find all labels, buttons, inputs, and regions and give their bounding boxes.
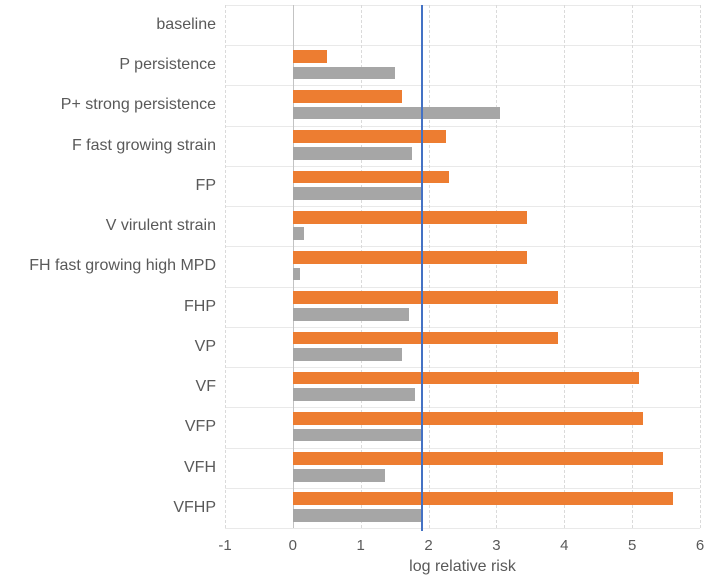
x-tick-label: 1 [356,537,365,554]
reference-line [420,5,423,531]
category-label: V virulent strain [105,217,216,235]
gray-bar [293,509,423,522]
orange-bar [293,210,528,224]
grid-horizontal-line [225,407,700,409]
zero-axis-line [292,5,294,528]
orange-bar [293,371,640,385]
grid-horizontal-line [225,286,700,288]
grid-horizontal-line [225,206,700,208]
gray-bar [293,348,402,361]
orange-bar [293,251,528,264]
gray-bar [293,428,423,442]
category-label: FHP [184,297,216,315]
grid-horizontal-line [225,326,700,328]
gray-bar [293,106,501,120]
x-tick-label: 0 [288,537,298,554]
x-tick-label: 6 [695,537,705,554]
grid-horizontal-line [225,528,700,529]
orange-bar [293,291,558,304]
category-label: VF [195,378,216,396]
grid-vertical-line [496,5,498,528]
category-label: FH fast growing high MPD [29,257,216,275]
orange-bar [293,492,674,506]
grid-vertical-line [700,5,701,528]
x-tick-label: 2 [424,537,433,554]
x-tick-label: 3 [492,537,501,554]
category-label: P+ strong persistence [60,96,216,114]
category-label: FP [195,176,216,194]
orange-bar [293,331,558,345]
grid-horizontal-line [225,246,700,248]
orange-bar [293,90,402,103]
x-tick-label: 5 [627,537,637,554]
orange-bar [293,412,643,425]
grid-horizontal-line [225,447,700,449]
category-label: baseline [156,16,216,33]
orange-bar [293,170,450,184]
grid-horizontal-line [225,5,700,6]
grid-vertical-line [632,5,634,528]
gray-bar [293,468,385,482]
plot-area [225,5,701,531]
x-tick-label: 4 [560,537,569,554]
gray-bar [293,66,396,80]
category-label: VFH [184,458,216,476]
grid-horizontal-line [225,125,700,127]
gray-bar [293,187,423,200]
grid-vertical-line [564,5,566,528]
gray-bar [293,227,304,241]
grid-vertical-line [360,5,362,528]
orange-bar [293,452,664,465]
grid-horizontal-line [225,45,700,47]
gray-bar [293,146,413,160]
orange-bar [293,49,328,63]
category-label: VFP [184,418,216,436]
gray-bar [293,267,301,281]
grid-horizontal-line [225,487,700,489]
orange-bar [293,130,447,144]
category-label: VFHP [173,498,216,516]
category-label: P persistence [119,56,216,74]
gray-bar [293,388,416,402]
grid-horizontal-line [225,165,700,167]
grid-horizontal-line [225,85,700,87]
grid-vertical-line [225,5,226,528]
gray-bar [293,307,409,321]
x-axis-label: log relative risk [409,558,516,575]
category-axis: baseline P persistence P+ strong persisten… [0,5,216,528]
grid-horizontal-line [225,367,700,369]
x-tick-label: -1 [218,537,232,554]
category-label: F fast growing strain [71,136,216,154]
category-label: VP [194,337,216,355]
grid-vertical-line [428,5,430,528]
